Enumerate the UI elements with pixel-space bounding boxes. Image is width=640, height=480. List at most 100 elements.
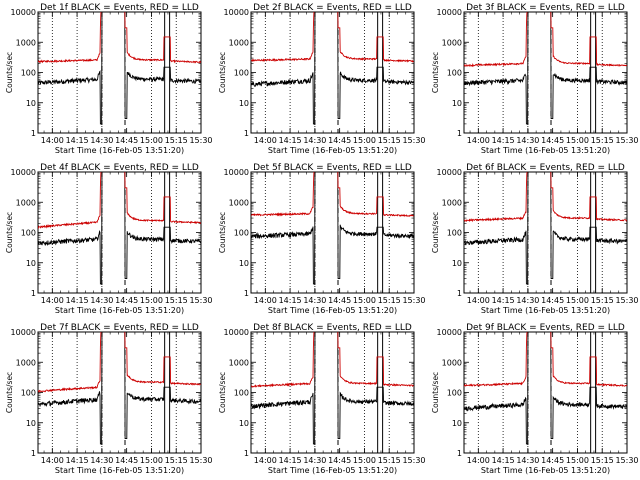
y-axis-label: Counts/sec [431, 372, 440, 413]
y-tick-label: 1000 [16, 38, 36, 47]
y-tick-label: 100 [234, 389, 249, 398]
panel-det-8: Det 8f BLACK = Events, RED = LLD 1 10 100 10… [218, 323, 426, 475]
y-tick-label: 10000 [11, 8, 36, 17]
x-tick-label: 15:30 [189, 296, 212, 305]
x-tick-label: 14:00 [467, 296, 490, 305]
lld-series-line [251, 332, 414, 388]
x-tick-label: 14:15 [279, 296, 302, 305]
x-tick-label: 15:00 [566, 296, 589, 305]
x-tick-label: 15:15 [591, 136, 614, 145]
y-tick-label: 1000 [229, 38, 249, 47]
y-tick-label: 100 [21, 69, 36, 78]
lld-series-line [251, 172, 414, 218]
x-tick-label: 15:30 [189, 136, 212, 145]
x-tick-label: 14:15 [492, 296, 515, 305]
y-tick-label: 10000 [437, 328, 462, 337]
y-tick-label: 10000 [437, 8, 462, 17]
y-axis-label: Counts/sec [218, 52, 227, 93]
y-tick-label: 1 [31, 289, 36, 298]
x-axis-label: Start Time (16-Feb-05 13:51:20) [481, 466, 610, 475]
panel-title: Det 2f BLACK = Events, RED = LLD [253, 3, 412, 13]
x-axis-label: Start Time (16-Feb-05 13:51:20) [481, 306, 610, 315]
panel-det-9: Det 9f BLACK = Events, RED = LLD 1 10 100 10… [431, 323, 639, 475]
x-tick-label: 14:30 [516, 456, 539, 465]
y-tick-label: 10000 [224, 168, 249, 177]
x-tick-label: 15:30 [615, 136, 638, 145]
y-tick-label: 10 [452, 259, 462, 268]
x-tick-label: 15:00 [140, 296, 163, 305]
y-tick-label: 100 [447, 69, 462, 78]
x-tick-label: 14:45 [115, 136, 138, 145]
x-axis-label: Start Time (16-Feb-05 13:51:20) [268, 306, 397, 315]
x-tick-label: 15:00 [140, 456, 163, 465]
lld-series-line [464, 12, 627, 68]
x-tick-label: 15:30 [402, 136, 425, 145]
x-tick-label: 15:00 [566, 456, 589, 465]
events-series-line [464, 332, 627, 445]
y-tick-label: 10 [26, 419, 36, 428]
y-tick-label: 1000 [16, 358, 36, 367]
y-tick-label: 1 [31, 449, 36, 458]
y-tick-label: 100 [21, 389, 36, 398]
x-tick-label: 15:15 [165, 456, 188, 465]
x-axis-label: Start Time (16-Feb-05 13:51:20) [55, 466, 184, 475]
x-tick-label: 14:30 [303, 456, 326, 465]
panel-title: Det 5f BLACK = Events, RED = LLD [253, 163, 412, 173]
x-tick-label: 14:45 [115, 456, 138, 465]
x-tick-label: 15:15 [378, 136, 401, 145]
y-tick-label: 1 [244, 449, 249, 458]
y-tick-label: 10 [452, 99, 462, 108]
events-series-line [38, 12, 201, 125]
x-tick-label: 15:15 [165, 296, 188, 305]
x-tick-label: 14:30 [516, 136, 539, 145]
x-tick-label: 14:45 [328, 296, 351, 305]
panel-title: Det 1f BLACK = Events, RED = LLD [40, 3, 199, 13]
x-axis-label: Start Time (16-Feb-05 13:51:20) [55, 146, 184, 155]
y-tick-label: 10000 [224, 328, 249, 337]
x-tick-label: 14:45 [541, 456, 564, 465]
events-series-line [251, 332, 414, 445]
x-tick-label: 15:30 [189, 456, 212, 465]
x-tick-label: 15:15 [378, 456, 401, 465]
x-tick-label: 14:30 [303, 296, 326, 305]
x-tick-label: 15:00 [353, 296, 376, 305]
y-tick-label: 1 [244, 129, 249, 138]
x-tick-label: 14:15 [279, 136, 302, 145]
x-tick-label: 14:00 [41, 296, 64, 305]
x-tick-label: 14:00 [467, 136, 490, 145]
x-tick-label: 14:00 [41, 456, 64, 465]
panel-title: Det 8f BLACK = Events, RED = LLD [253, 323, 412, 333]
panel-det-7: Det 7f BLACK = Events, RED = LLD 1 10 100 10… [5, 323, 213, 475]
x-tick-label: 14:00 [254, 136, 277, 145]
x-axis-label: Start Time (16-Feb-05 13:51:20) [268, 146, 397, 155]
panel-det-1: Det 1f BLACK = Events, RED = LLD 1 10 100 10… [5, 3, 213, 155]
y-axis-label: Counts/sec [218, 372, 227, 413]
y-tick-label: 10000 [11, 328, 36, 337]
x-tick-label: 15:00 [566, 136, 589, 145]
x-tick-label: 14:00 [254, 456, 277, 465]
events-series-line [464, 172, 627, 285]
y-axis-label: Counts/sec [431, 52, 440, 93]
x-tick-label: 14:15 [492, 136, 515, 145]
panel-title: Det 3f BLACK = Events, RED = LLD [466, 3, 625, 13]
y-tick-label: 10 [26, 99, 36, 108]
lld-series-line [464, 172, 627, 223]
events-series-line [464, 12, 627, 125]
x-axis-label: Start Time (16-Feb-05 13:51:20) [268, 466, 397, 475]
y-tick-label: 1000 [442, 38, 462, 47]
y-tick-label: 1 [244, 289, 249, 298]
y-tick-label: 10000 [11, 168, 36, 177]
y-tick-label: 100 [21, 229, 36, 238]
x-tick-label: 15:30 [402, 456, 425, 465]
x-tick-label: 14:15 [66, 296, 89, 305]
events-series-line [38, 332, 201, 445]
y-tick-label: 100 [447, 229, 462, 238]
events-series-line [38, 172, 201, 285]
y-tick-label: 1 [31, 129, 36, 138]
y-tick-label: 1000 [229, 198, 249, 207]
panel-title: Det 9f BLACK = Events, RED = LLD [466, 323, 625, 333]
x-tick-label: 15:15 [165, 136, 188, 145]
y-tick-label: 10 [239, 259, 249, 268]
panel-det-6: Det 6f BLACK = Events, RED = LLD 1 10 100 10… [431, 163, 639, 315]
events-series-line [251, 172, 414, 285]
